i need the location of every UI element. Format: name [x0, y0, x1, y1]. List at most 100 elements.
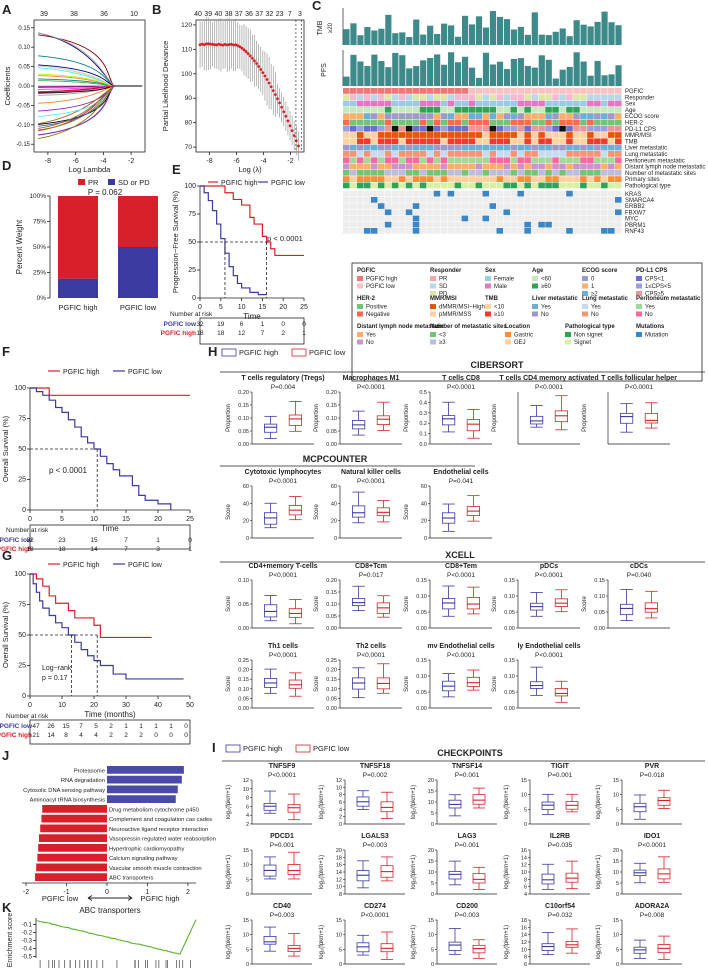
heatmap-cell	[489, 88, 497, 94]
mutation-cell	[384, 221, 392, 228]
p-value-annotation: p < 0.0001	[49, 466, 88, 475]
x-tick-label: 0	[28, 702, 32, 709]
heatmap-cell	[343, 88, 350, 94]
legend-item-label: pMMR/MSS	[439, 312, 471, 318]
y-tick-label: 0.15	[504, 658, 515, 664]
mutation-cell	[370, 221, 378, 228]
y-tick-label: 0	[246, 892, 249, 898]
y-tick-label: 25%	[33, 270, 46, 277]
x-tick-label: 10	[238, 304, 246, 311]
y-axis-label: Score	[226, 676, 232, 692]
heatmap-cell	[426, 157, 434, 164]
y-tick-label: 0.20	[326, 390, 337, 396]
heatmap-cell	[384, 144, 392, 151]
heatmap-cell	[370, 106, 378, 113]
y-axis-label: Score	[314, 676, 320, 692]
heatmap-cell	[566, 100, 573, 107]
mutation-cell	[412, 203, 420, 209]
y-tick-label: 0.05	[504, 610, 515, 616]
heatmap-cell	[447, 88, 455, 94]
panel-label-A: A	[2, 2, 12, 17]
y-tick-label: 0.05	[416, 610, 427, 616]
x-tick-label: 25	[300, 304, 308, 311]
heatmap-cell	[454, 151, 462, 157]
heatmap-cell	[496, 176, 504, 182]
heatmap-cell	[454, 138, 462, 145]
heatmap-cell	[440, 94, 448, 101]
heatmap-cell	[594, 88, 601, 94]
heatmap-cell	[482, 182, 490, 189]
risk-count: 7	[124, 537, 128, 544]
heatmap-cell	[594, 144, 601, 151]
heatmap-cell	[343, 132, 350, 138]
deviance-point	[271, 89, 275, 93]
heatmap-cell	[517, 163, 524, 170]
heatmap-row-label: MMR/MSI	[625, 133, 652, 139]
tmb-bar	[406, 36, 413, 45]
y-tick-label: 0.5	[419, 390, 427, 396]
heatmap-cell	[343, 157, 350, 164]
panel-label-C: C	[312, 0, 322, 13]
box-plot-title: T cells regulatory (Tregs)	[241, 375, 324, 382]
heatmap-cell	[343, 144, 350, 151]
heatmap-cell	[391, 163, 399, 170]
heatmap-cell	[510, 169, 517, 176]
legend-item-label: ≥10	[494, 312, 505, 318]
heatmap-cell	[510, 113, 517, 119]
section-title: MCPCOUNTER	[303, 454, 368, 464]
mutation-cell	[524, 221, 531, 228]
mutation-cell	[468, 215, 476, 222]
mutation-row-label: KRAS	[625, 192, 641, 198]
x-category-label: PGFIC high	[58, 303, 97, 312]
heatmap-cell	[454, 182, 462, 189]
heatmap-cell	[426, 119, 434, 126]
heatmap-cell	[503, 176, 510, 182]
y-tick-label: -0.1	[22, 922, 33, 928]
heatmap-cell	[398, 88, 406, 94]
y-tick-label: 0.20	[326, 668, 337, 674]
heatmap-cell	[496, 119, 504, 126]
heatmap-cell	[447, 106, 455, 113]
mutation-cell	[538, 221, 545, 228]
tmb-axis-label: TMB	[317, 20, 324, 35]
heatmap-cell	[601, 94, 608, 101]
heatmap-cell	[447, 151, 455, 157]
mutation-cell	[384, 228, 392, 234]
heatmap-cell	[419, 176, 427, 182]
heatmap-row-label: Pathological type	[625, 184, 671, 190]
heatmap-cell	[489, 176, 497, 182]
y-tick-label: 0.10	[594, 594, 605, 600]
mutation-cell	[510, 221, 517, 228]
heatmap-cell	[615, 182, 622, 189]
mutation-cell	[615, 228, 622, 234]
mutation-cell	[482, 197, 490, 203]
y-tick-label: 100%	[29, 193, 46, 200]
km-curve-low	[30, 387, 172, 510]
deviance-point	[219, 43, 223, 47]
mutation-cell	[531, 215, 538, 222]
box-plot-title: ly Endothelial cells	[517, 643, 580, 650]
mutation-cell	[412, 197, 420, 203]
risk-row-label: PGFIC high	[0, 732, 32, 739]
heatmap-cell	[545, 94, 552, 101]
heatmap-cell	[419, 132, 427, 138]
heatmap-cell	[594, 176, 601, 182]
heatmap-cell	[489, 157, 497, 164]
mutation-cell	[419, 209, 427, 216]
mutation-cell	[503, 228, 510, 234]
y-tick-label: 5	[431, 947, 434, 953]
mutation-cell	[405, 203, 413, 209]
mutation-cell	[384, 190, 392, 197]
heatmap-cell	[510, 106, 517, 113]
heatmap-cell	[531, 138, 538, 145]
pfs-bar	[566, 66, 573, 86]
mutation-cell	[405, 209, 413, 216]
heatmap-cell	[398, 176, 406, 182]
y-axis-label: log₂(fpkm+1)	[226, 785, 232, 819]
heatmap-cell	[489, 113, 497, 119]
y-tick-label: 10	[613, 793, 619, 799]
heatmap-cell	[370, 176, 378, 182]
legend-swatch	[357, 276, 363, 281]
mutation-cell	[517, 221, 524, 228]
heatmap-cell	[468, 132, 476, 138]
